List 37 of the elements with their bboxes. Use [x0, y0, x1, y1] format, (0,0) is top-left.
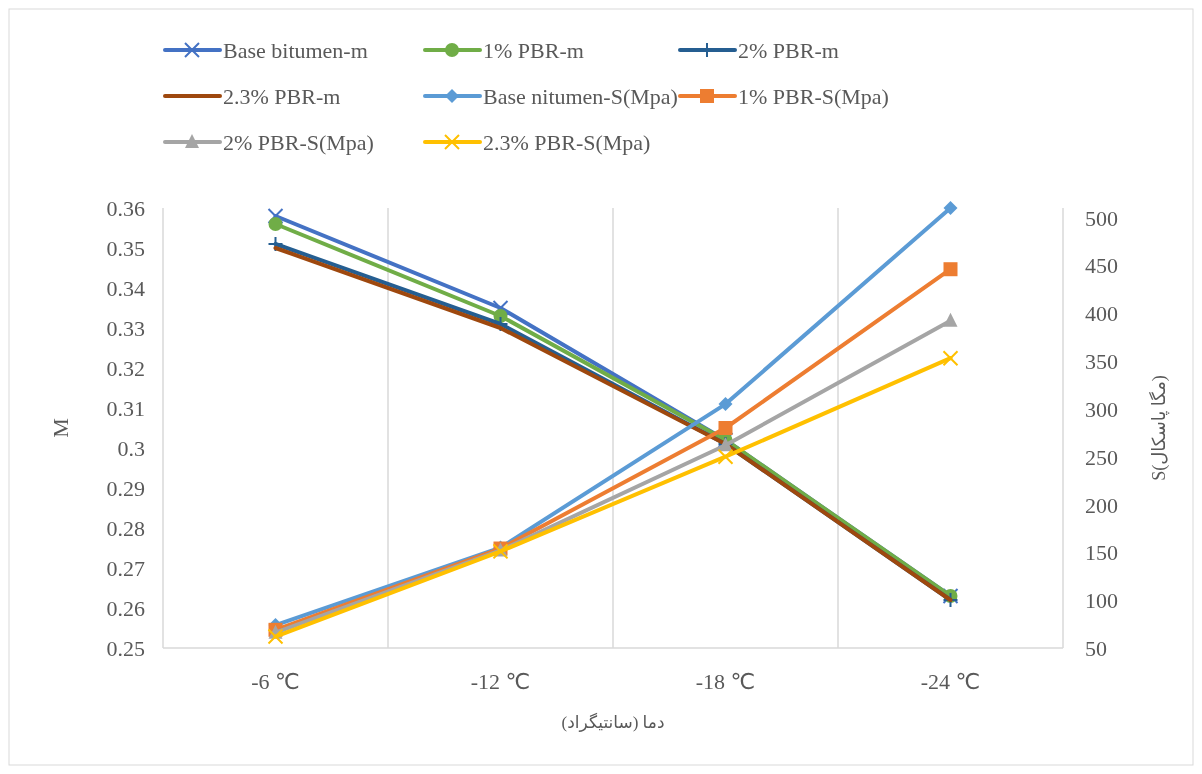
x-tick-label: -6 ℃ [251, 669, 300, 694]
y-tick-label: 0.33 [106, 316, 145, 341]
legend-label: 1% PBR-m [483, 38, 584, 63]
y-tick-label: 0.34 [106, 276, 145, 301]
y2-tick-label: 350 [1085, 349, 1118, 375]
y2-tick-label: 200 [1085, 492, 1118, 518]
legend-label: Base nitumen-S(Mpa) [483, 84, 678, 109]
y-tick-label: 0.32 [106, 356, 145, 381]
y2-tick-label: 450 [1085, 253, 1118, 279]
y2-tick-label: 50 [1085, 636, 1107, 661]
y-tick-label: 0.31 [106, 396, 145, 421]
y-tick-label: 0.35 [106, 236, 145, 261]
x-tick-label: -12 ℃ [470, 669, 531, 694]
x-tick-label: -18 ℃ [695, 669, 756, 694]
x-tick-label: -24 ℃ [920, 669, 981, 694]
y2-tick-label: 500 [1085, 205, 1118, 231]
x-axis-title: دما (سانتیگراد) [561, 712, 665, 732]
legend-label: 1% PBR-S(Mpa) [738, 84, 889, 109]
legend-label: Base bitumen-m [223, 38, 368, 63]
y-tick-label: 0.28 [106, 516, 145, 541]
y2-tick-label: 400 [1085, 301, 1118, 327]
y2-tick-label: 300 [1085, 396, 1118, 422]
legend-label: 2.3% PBR-m [223, 84, 341, 109]
y2-axis-title: S(مگا پاسکال) [1148, 375, 1170, 481]
y-tick-label: 0.25 [106, 636, 145, 661]
legend-label: 2% PBR-S(Mpa) [223, 130, 374, 155]
y2-tick-label: 250 [1085, 444, 1118, 470]
y2-tick-label: 100 [1085, 588, 1118, 614]
y-tick-label: 0.3 [117, 436, 145, 461]
legend-label: 2.3% PBR-S(Mpa) [483, 130, 651, 155]
y2-tick-label: 150 [1085, 540, 1118, 566]
legend-label: 2% PBR-m [738, 38, 839, 63]
y-tick-label: 0.29 [106, 476, 145, 501]
y-tick-label: 0.36 [106, 196, 145, 221]
y-tick-label: 0.27 [106, 556, 145, 581]
y-axis-title: M [48, 418, 73, 438]
y-tick-label: 0.26 [106, 596, 145, 621]
